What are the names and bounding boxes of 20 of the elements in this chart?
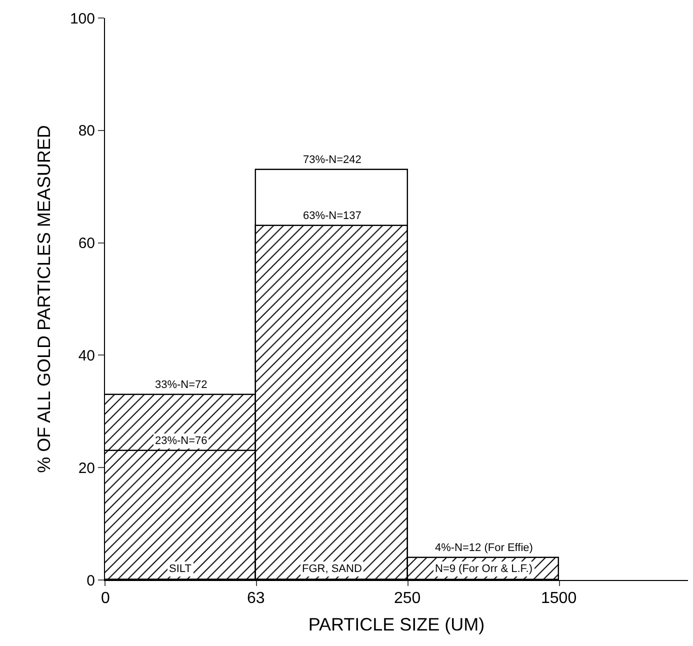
data-label: 4%-N=12 (For Effie) (435, 542, 533, 554)
y-tick-label: 20 (78, 460, 95, 477)
y-axis-title: % OF ALL GOLD PARTICLES MEASURED (34, 125, 54, 473)
text: 250 (394, 590, 421, 607)
data-label: 73%-N=242 (303, 154, 362, 166)
y-tick-label: 80 (78, 122, 95, 140)
text: 63 (247, 590, 265, 607)
text: 0 (101, 590, 110, 607)
text: 1500 (541, 590, 577, 607)
annotation: N=9 (For Orr & L.F.) (435, 563, 532, 575)
data-label: 23%-N=76 (155, 435, 208, 447)
data-label: 63%-N=137 (303, 210, 362, 222)
y-tick-label: 100 (70, 10, 95, 28)
y-tick-label: 60 (78, 235, 95, 252)
x-tick-label: SILT (169, 563, 192, 575)
y-tick-label: 40 (78, 347, 95, 364)
x-axis-title: PARTICLE SIZE (UM) (308, 614, 485, 634)
data-label: 33%-N=72 (155, 379, 208, 391)
x-tick-label: FGR, SAND (302, 563, 362, 575)
y-tick-label: 0 (86, 572, 95, 590)
